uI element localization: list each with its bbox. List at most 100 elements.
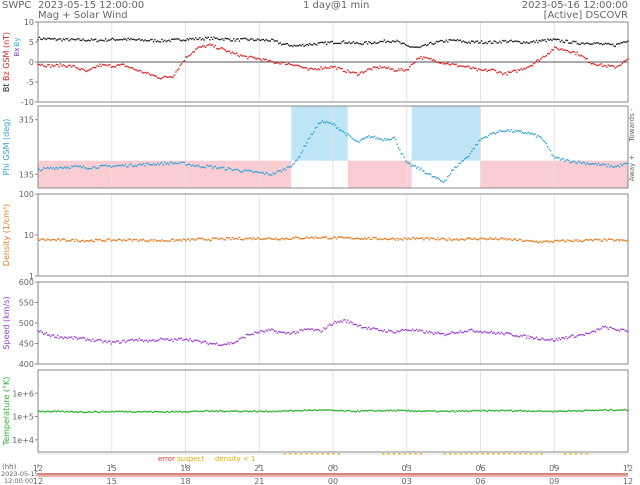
temperature-point <box>327 409 329 411</box>
temperature-point <box>313 409 315 411</box>
bt-point <box>207 36 210 38</box>
phi-point <box>121 164 124 166</box>
speed-point <box>265 329 267 331</box>
density-point <box>247 238 249 240</box>
phi-point <box>596 164 598 167</box>
speed-point <box>470 328 473 330</box>
phi-point <box>318 122 321 125</box>
temperature-point <box>539 410 542 412</box>
bt-point <box>313 42 315 45</box>
phi-point <box>296 159 298 161</box>
bt-point <box>259 39 262 42</box>
phi-point <box>333 122 335 125</box>
density-point <box>200 237 203 240</box>
speed-point <box>331 324 333 326</box>
temperature-point <box>123 411 125 413</box>
bt-point <box>509 40 511 42</box>
density-point <box>137 240 139 243</box>
bz-point <box>566 49 569 52</box>
bt-point <box>500 42 502 44</box>
bz-point <box>507 71 510 73</box>
phi-point <box>500 130 502 133</box>
bt-point <box>68 40 70 42</box>
bt-point <box>521 42 524 45</box>
temperature-point <box>142 410 145 413</box>
bt-point <box>465 41 467 44</box>
density-point <box>278 238 280 241</box>
bt-point <box>573 40 576 43</box>
suspect-mark <box>337 453 340 455</box>
phi-point <box>372 136 374 139</box>
speed-point <box>316 329 318 331</box>
bt-point <box>366 43 369 45</box>
temperature-point <box>126 411 128 413</box>
density-point <box>75 238 77 241</box>
density-point <box>85 240 87 242</box>
temperature-point <box>241 410 243 413</box>
suspect-mark <box>449 453 452 455</box>
bt-point <box>210 36 212 39</box>
bt-point <box>109 39 111 41</box>
bz-point <box>193 50 196 53</box>
bz-point <box>52 65 55 68</box>
bt-point <box>269 40 272 42</box>
phi-point <box>349 135 352 138</box>
bt-point <box>262 38 264 41</box>
bt-point <box>603 43 605 45</box>
density-point <box>563 240 566 242</box>
speed-point <box>289 333 291 335</box>
bz-point <box>178 68 180 70</box>
suspect-mark <box>392 453 395 455</box>
bt-point <box>62 38 65 40</box>
phi-point <box>313 131 315 133</box>
bz-point <box>107 64 110 66</box>
phi-point <box>490 133 493 135</box>
temperature-point <box>489 409 491 412</box>
phi-point <box>175 162 177 165</box>
phi-point <box>582 161 584 164</box>
temperature-point <box>224 411 226 413</box>
bt-point <box>123 38 125 40</box>
density-point <box>134 238 136 241</box>
speed-point <box>618 330 621 332</box>
speed-point <box>278 331 280 333</box>
bz-point <box>234 53 236 55</box>
bt-point <box>534 41 536 44</box>
density-point <box>593 239 595 241</box>
bt-point <box>156 40 159 42</box>
phi-point <box>431 175 433 178</box>
bz-point <box>337 66 339 69</box>
phi-point <box>110 166 112 169</box>
density-point <box>440 238 442 240</box>
bz-point <box>161 77 163 80</box>
speed-point <box>182 339 184 341</box>
speed-point <box>140 339 142 342</box>
bz-point <box>227 50 229 53</box>
temperature-point <box>587 409 590 412</box>
bz-point <box>418 57 421 60</box>
legend-by: By <box>13 38 21 47</box>
density-point <box>61 238 63 241</box>
phi-point <box>554 157 556 159</box>
speed-point <box>203 340 205 343</box>
bt-point <box>478 42 480 44</box>
bt-point <box>614 45 617 48</box>
phi-point <box>220 166 222 169</box>
bz-point <box>469 67 471 69</box>
density-point <box>385 238 387 240</box>
bz-point <box>176 69 179 71</box>
temperature-point <box>328 409 331 411</box>
bt-point <box>425 44 428 47</box>
bt-point <box>93 38 96 41</box>
bz-point <box>83 69 86 72</box>
bz-series <box>37 43 629 80</box>
density-point <box>596 238 598 240</box>
speed-point <box>494 333 497 335</box>
temperature-point <box>152 411 155 414</box>
phi-point <box>126 166 128 168</box>
bt-point <box>544 39 546 41</box>
bz-point <box>307 69 310 71</box>
temperature-point <box>317 409 319 412</box>
bz-point <box>375 66 377 69</box>
phi-point <box>487 134 490 137</box>
